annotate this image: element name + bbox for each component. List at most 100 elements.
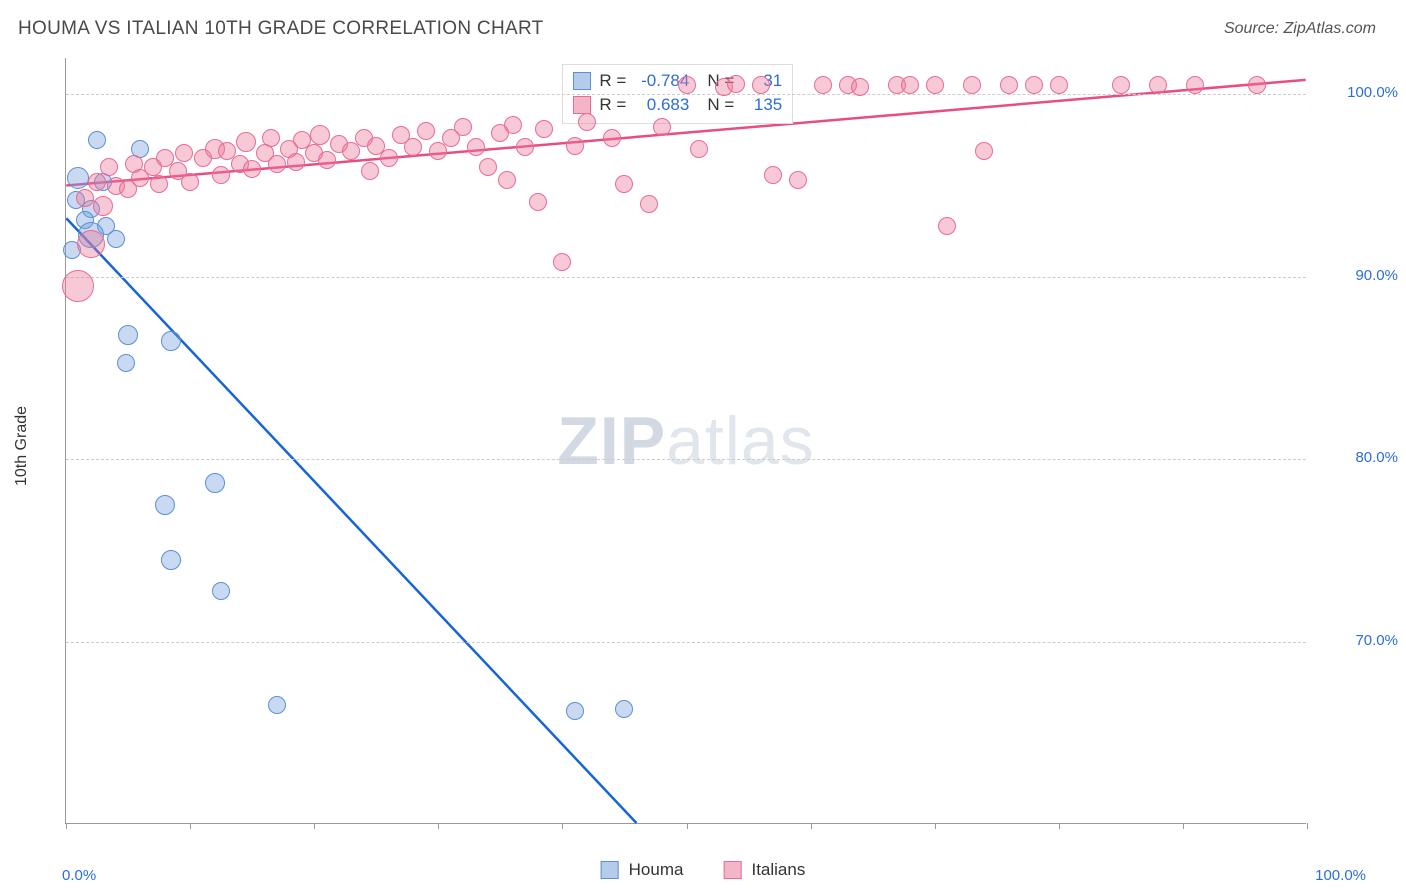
scatter-point [155, 495, 175, 515]
source-label: Source: ZipAtlas.com [1224, 20, 1376, 38]
scatter-point [727, 75, 745, 93]
scatter-point [1050, 76, 1068, 94]
gridline-h [66, 642, 1306, 643]
x-tick [562, 823, 563, 829]
x-tick [190, 823, 191, 829]
scatter-point [764, 166, 782, 184]
gridline-h [66, 277, 1306, 278]
scatter-point [88, 131, 106, 149]
scatter-point [268, 696, 286, 714]
scatter-point [615, 700, 633, 718]
r-label: R = [599, 69, 626, 93]
scatter-point [76, 189, 94, 207]
scatter-point [690, 140, 708, 158]
correlation-row: R = 0.683 N = 135 [573, 93, 782, 117]
scatter-point [752, 76, 770, 94]
chart-title: HOUMA VS ITALIAN 10TH GRADE CORRELATION … [18, 18, 544, 40]
scatter-point [814, 76, 832, 94]
scatter-point [77, 230, 105, 258]
gridline-h [66, 459, 1306, 460]
x-tick [314, 823, 315, 829]
swatch-icon [601, 861, 619, 879]
scatter-point [566, 702, 584, 720]
scatter-point [901, 76, 919, 94]
scatter-point [1025, 76, 1043, 94]
x-tick-label-right: 100.0% [1315, 867, 1366, 884]
x-tick [1307, 823, 1308, 829]
swatch-icon [573, 96, 591, 114]
scatter-point [181, 173, 199, 191]
x-tick [438, 823, 439, 829]
scatter-point [268, 155, 286, 173]
legend-label: Houma [629, 860, 684, 880]
x-tick [687, 823, 688, 829]
scatter-point [535, 120, 553, 138]
scatter-point [236, 132, 256, 152]
scatter-point [851, 78, 869, 96]
scatter-point [938, 217, 956, 235]
scatter-point [150, 175, 168, 193]
scatter-point [529, 193, 547, 211]
scatter-point [516, 138, 534, 156]
scatter-point [380, 149, 398, 167]
scatter-point [467, 138, 485, 156]
n-label: N = [707, 93, 734, 117]
scatter-point [1149, 76, 1167, 94]
swatch-icon [723, 861, 741, 879]
scatter-point [62, 270, 94, 302]
scatter-point [498, 171, 516, 189]
scatter-point [93, 196, 113, 216]
scatter-point [118, 325, 138, 345]
y-tick-label: 70.0% [1318, 632, 1398, 649]
scatter-point [262, 129, 280, 147]
scatter-point [615, 175, 633, 193]
scatter-point [67, 167, 89, 189]
watermark: ZIPatlas [557, 402, 814, 480]
scatter-point [1248, 76, 1266, 94]
scatter-point [1000, 76, 1018, 94]
scatter-point [963, 76, 981, 94]
scatter-point [161, 331, 181, 351]
scatter-point [117, 354, 135, 372]
scatter-point [640, 195, 658, 213]
scatter-point [566, 137, 584, 155]
scatter-point [1186, 76, 1204, 94]
scatter-point [107, 230, 125, 248]
scatter-point [243, 160, 261, 178]
scatter-point [504, 116, 522, 134]
r-label: R = [599, 93, 626, 117]
scatter-point [603, 129, 621, 147]
scatter-point [212, 582, 230, 600]
scatter-point [318, 151, 336, 169]
y-tick-label: 80.0% [1318, 449, 1398, 466]
y-tick-label: 90.0% [1318, 267, 1398, 284]
y-axis-label: 10th Grade [13, 406, 31, 486]
trend-line [66, 218, 636, 823]
scatter-point [161, 550, 181, 570]
r-value: 0.683 [634, 93, 689, 117]
scatter-point [578, 113, 596, 131]
scatter-point [975, 142, 993, 160]
scatter-point [479, 158, 497, 176]
scatter-point [310, 125, 330, 145]
legend-label: Italians [751, 860, 805, 880]
scatter-point [287, 153, 305, 171]
scatter-point [789, 171, 807, 189]
x-tick-label-left: 0.0% [62, 867, 96, 884]
scatter-point [678, 76, 696, 94]
x-tick [811, 823, 812, 829]
legend-item: Italians [723, 860, 805, 880]
x-tick [66, 823, 67, 829]
legend: Houma Italians [601, 860, 806, 880]
scatter-point [205, 473, 225, 493]
scatter-point [417, 122, 435, 140]
scatter-point [100, 158, 118, 176]
scatter-point [653, 118, 671, 136]
scatter-point [175, 144, 193, 162]
x-tick [1059, 823, 1060, 829]
scatter-point [553, 253, 571, 271]
n-value: 135 [742, 93, 782, 117]
scatter-point [454, 118, 472, 136]
y-tick-label: 100.0% [1318, 84, 1398, 101]
scatter-point [88, 173, 106, 191]
